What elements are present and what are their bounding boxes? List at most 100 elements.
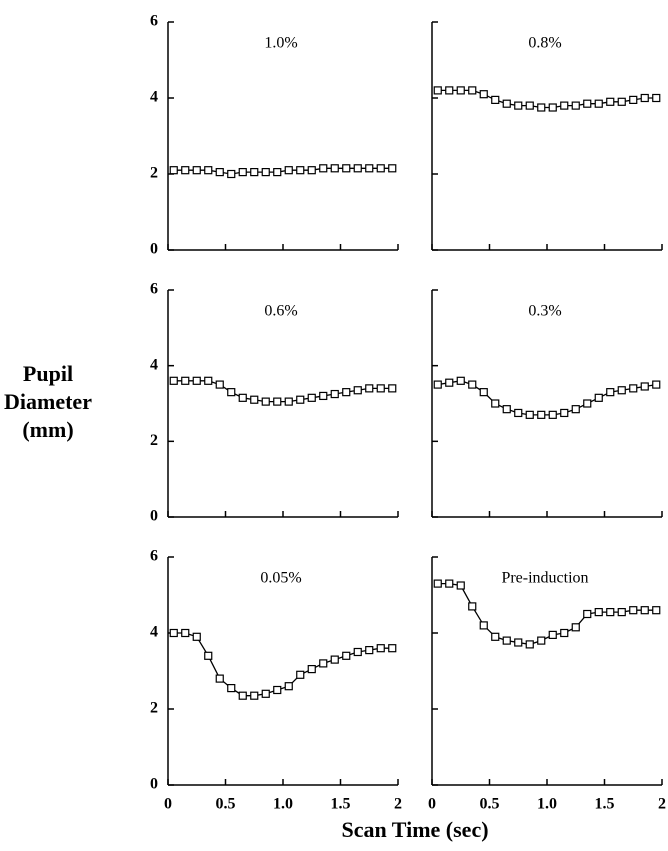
data-point — [250, 691, 259, 700]
data-point — [468, 86, 477, 95]
data-point — [388, 164, 397, 173]
x-tick-label: 0 — [164, 796, 172, 813]
data-point — [456, 86, 465, 95]
data-point — [238, 393, 247, 402]
data-point — [376, 384, 385, 393]
data-point — [192, 166, 201, 175]
chart-title: 0.6% — [264, 303, 297, 320]
data-point — [571, 101, 580, 110]
data-point — [169, 166, 178, 175]
data-point — [629, 95, 638, 105]
data-point — [606, 388, 615, 397]
y-tick-label: 0 — [150, 508, 158, 525]
data-point — [456, 581, 465, 590]
data-point — [652, 380, 661, 389]
data-point — [491, 399, 500, 408]
data-point — [537, 103, 546, 112]
data-point — [169, 628, 178, 638]
data-point — [330, 389, 339, 399]
y-axis-label: (mm) — [22, 417, 73, 442]
data-point — [296, 166, 305, 175]
data-point — [560, 628, 569, 638]
data-point — [548, 103, 557, 112]
data-point — [238, 691, 247, 700]
data-point — [319, 164, 328, 173]
x-tick-label: 1.5 — [331, 796, 351, 813]
data-point — [388, 644, 397, 653]
y-tick-label: 4 — [150, 89, 158, 106]
y-tick-label: 2 — [150, 700, 158, 717]
data-point — [273, 168, 282, 177]
x-tick-label: 2 — [394, 796, 402, 813]
data-point — [652, 606, 661, 615]
data-point — [502, 99, 511, 108]
data-point — [376, 644, 385, 653]
data-point — [433, 380, 442, 389]
data-point — [502, 636, 511, 645]
data-point — [479, 621, 488, 630]
data-point — [502, 405, 511, 414]
data-point — [583, 609, 592, 619]
data-point — [537, 636, 546, 645]
data-point — [491, 632, 500, 641]
data-point — [319, 659, 328, 668]
x-tick-label: 1.5 — [595, 796, 615, 813]
data-point — [227, 683, 236, 693]
data-point — [525, 101, 534, 110]
data-point — [640, 606, 649, 615]
data-point — [365, 164, 374, 173]
data-point — [548, 630, 557, 640]
chart-title: Pre-induction — [501, 570, 588, 587]
data-point — [537, 410, 546, 419]
x-tick-label: 0.5 — [216, 796, 236, 813]
y-tick-label: 2 — [150, 432, 158, 449]
data-point — [307, 166, 316, 175]
data-point — [525, 640, 534, 649]
x-tick-label: 2 — [658, 796, 666, 813]
data-point — [445, 579, 454, 588]
data-point — [250, 168, 259, 177]
data-point — [388, 384, 397, 393]
data-point — [353, 164, 362, 173]
data-point — [273, 685, 282, 695]
data-point — [560, 101, 569, 110]
data-point — [629, 384, 638, 393]
data-point — [514, 408, 523, 418]
data-point — [296, 670, 305, 679]
chart-title: 1.0% — [264, 35, 297, 52]
data-point — [594, 607, 603, 617]
data-point — [514, 101, 523, 110]
x-axis-label: Scan Time (sec) — [341, 817, 488, 842]
y-axis-label: Pupil — [23, 361, 73, 386]
data-point — [606, 97, 615, 106]
data-point — [606, 607, 615, 617]
data-point — [571, 405, 580, 414]
data-point — [468, 602, 477, 611]
y-tick-label: 0 — [150, 776, 158, 793]
data-point — [617, 386, 626, 395]
x-tick-label: 0.5 — [480, 796, 500, 813]
data-point — [204, 166, 213, 175]
x-tick-label: 0 — [428, 796, 436, 813]
data-point — [215, 168, 224, 177]
data-point — [560, 408, 569, 418]
data-point — [629, 606, 638, 615]
data-point — [181, 166, 190, 175]
data-point — [479, 90, 488, 99]
data-point — [215, 674, 224, 683]
data-point — [192, 632, 201, 641]
data-point — [273, 397, 282, 406]
data-point — [284, 682, 293, 691]
y-tick-label: 4 — [150, 624, 158, 641]
data-point — [330, 655, 339, 664]
data-point — [491, 95, 500, 105]
data-point — [342, 388, 351, 397]
data-point — [307, 664, 316, 674]
data-point — [342, 164, 351, 173]
y-tick-label: 6 — [150, 281, 158, 298]
y-tick-label: 2 — [150, 165, 158, 182]
data-point — [640, 382, 649, 391]
data-point — [617, 97, 626, 106]
